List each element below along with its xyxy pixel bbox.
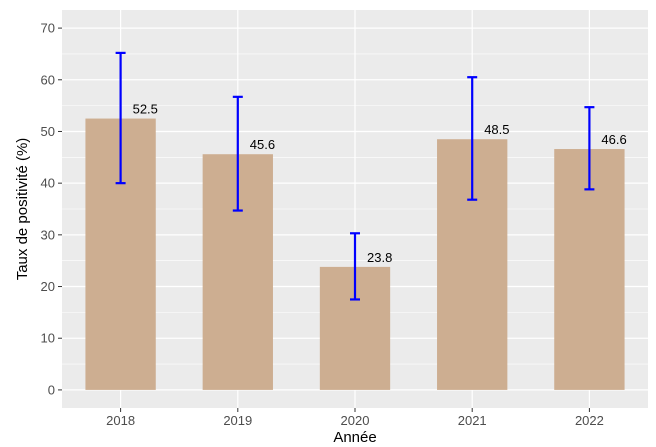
data-label: 45.6 xyxy=(250,137,275,152)
data-label: 48.5 xyxy=(484,122,509,137)
x-tick-label: 2018 xyxy=(106,413,135,428)
data-label: 52.5 xyxy=(133,102,158,117)
error-bar xyxy=(467,76,478,201)
data-label: 46.6 xyxy=(601,132,626,147)
error-bar xyxy=(232,95,243,212)
x-tick-label: 2019 xyxy=(223,413,252,428)
x-tick-label: 2022 xyxy=(575,413,604,428)
y-tick-label: 0 xyxy=(48,382,55,397)
y-tick-label: 70 xyxy=(41,21,55,36)
error-bar xyxy=(350,232,360,301)
y-tick-label: 50 xyxy=(41,124,55,139)
x-tick-label: 2021 xyxy=(458,413,487,428)
x-axis-title: Année xyxy=(333,429,376,446)
error-bars xyxy=(115,51,595,301)
y-axis: 0 10 20 30 40 50 60 70 xyxy=(41,21,62,397)
y-tick-label: 30 xyxy=(41,227,55,242)
y-tick-label: 60 xyxy=(41,72,55,87)
y-tick-label: 20 xyxy=(41,279,55,294)
data-labels: 52.5 45.6 23.8 48.5 46.6 xyxy=(133,102,627,265)
x-axis: 2018 2019 2020 2021 2022 xyxy=(106,408,604,428)
y-axis-title: Taux de positivité (%) xyxy=(14,138,31,281)
data-label: 23.8 xyxy=(367,250,392,265)
y-tick-label: 40 xyxy=(41,176,55,191)
error-bar xyxy=(115,51,126,185)
y-tick-label: 10 xyxy=(41,331,55,346)
x-tick-label: 2020 xyxy=(341,413,370,428)
error-bar xyxy=(584,106,595,191)
